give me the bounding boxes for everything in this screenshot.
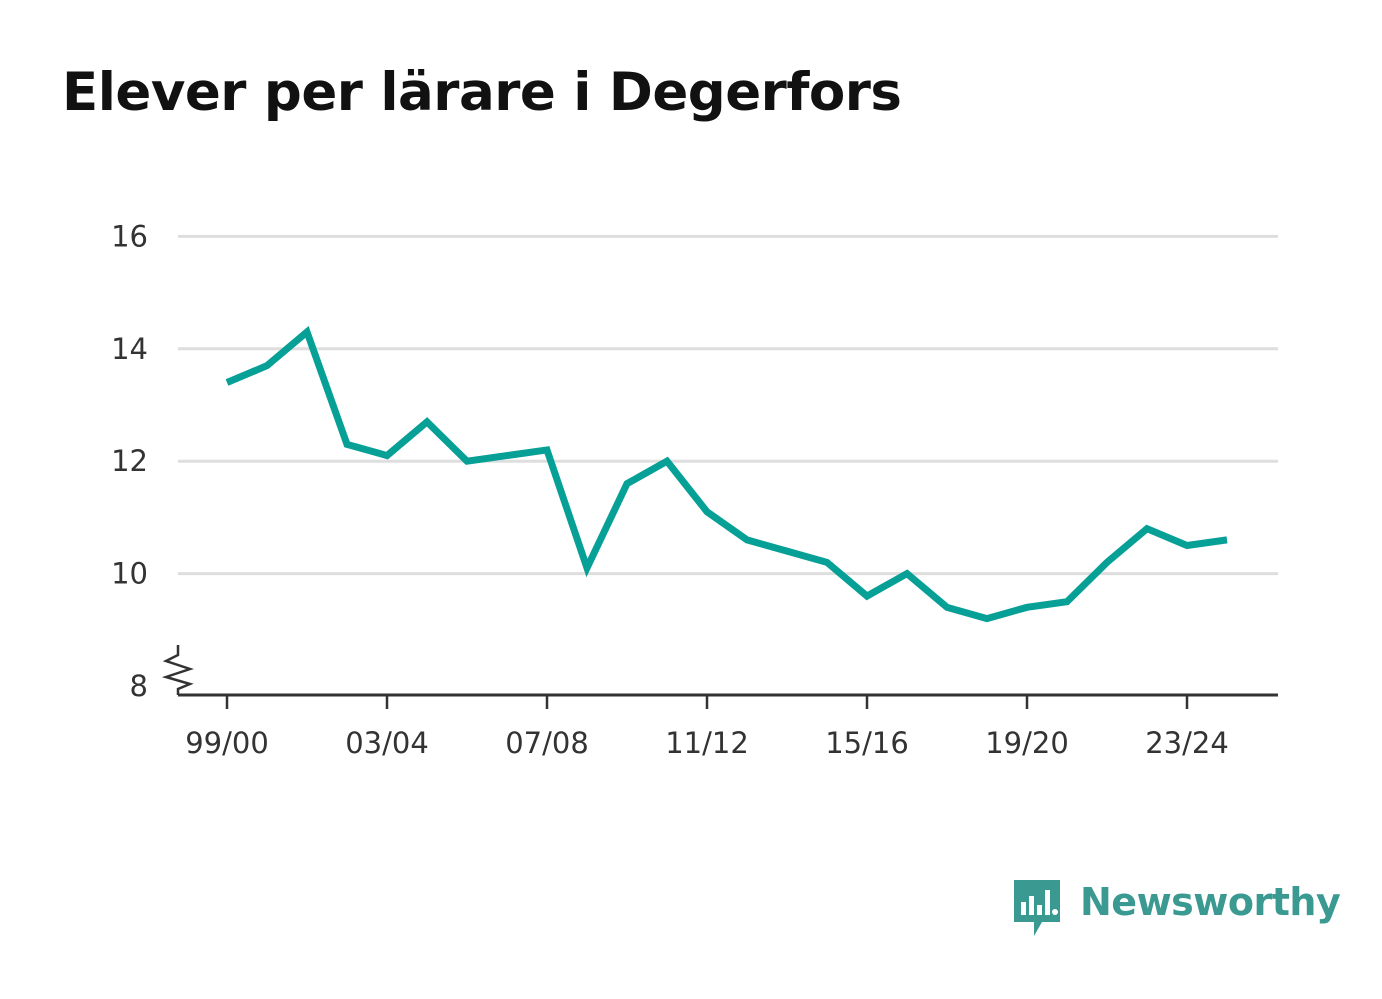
x-tick-label-19-20: 19/20 bbox=[985, 726, 1069, 760]
y-tick-label-8: 8 bbox=[130, 669, 148, 703]
y-tick-label-16: 16 bbox=[111, 219, 148, 253]
x-tick-label-23-24: 23/24 bbox=[1145, 726, 1229, 760]
newsworthy-logo-icon bbox=[1014, 880, 1060, 936]
y-tick-label-14: 14 bbox=[111, 332, 148, 366]
brand-footer: Newsworthy bbox=[1012, 878, 1341, 940]
x-tick-label-15-16: 15/16 bbox=[825, 726, 909, 760]
y-tick-label-10: 10 bbox=[111, 557, 148, 591]
x-tick-label-07-08: 07/08 bbox=[505, 726, 589, 760]
x-tick-label-11-12: 11/12 bbox=[665, 726, 749, 760]
y-tick-label-12: 12 bbox=[111, 444, 148, 478]
x-tick-label-03-04: 03/04 bbox=[345, 726, 429, 760]
chart-title: Elever per lärare i Degerfors bbox=[62, 62, 902, 123]
x-tick-label-99-00: 99/00 bbox=[185, 726, 269, 760]
tick-labels: 8 10 12 14 16 99/00 03/04 07/08 11/12 15/16 19/20 2… bbox=[111, 219, 1229, 760]
series-layer bbox=[225, 326, 1228, 623]
series-line-0 bbox=[225, 326, 1228, 623]
y-axis-break-icon bbox=[161, 645, 194, 695]
brand-name: Newsworthy bbox=[1080, 880, 1341, 924]
axes bbox=[161, 645, 1278, 709]
